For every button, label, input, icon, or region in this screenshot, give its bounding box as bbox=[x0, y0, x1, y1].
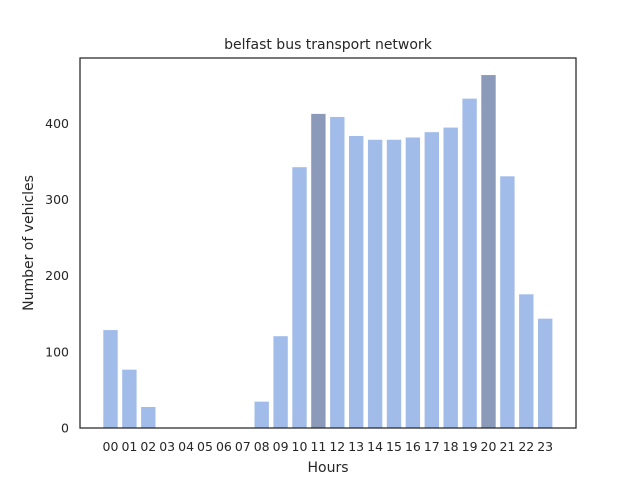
x-tick-label: 15 bbox=[386, 439, 402, 454]
y-tick-label: 100 bbox=[45, 344, 69, 359]
bar-hour-10 bbox=[291, 166, 308, 429]
bar-hour-11 bbox=[310, 113, 327, 429]
bars-layer bbox=[102, 74, 554, 429]
bar-hour-15 bbox=[386, 139, 402, 429]
x-tick-label: 20 bbox=[481, 439, 497, 454]
x-tick-label: 08 bbox=[254, 439, 270, 454]
bar-hour-09 bbox=[272, 335, 289, 429]
bar-hour-22 bbox=[518, 293, 535, 429]
x-tick-label: 17 bbox=[424, 439, 440, 454]
x-tick-label: 07 bbox=[235, 439, 251, 454]
bar-hour-16 bbox=[405, 136, 421, 429]
y-tick-label: 200 bbox=[45, 268, 69, 283]
bar-hour-01 bbox=[121, 369, 138, 429]
y-axis-label: Number of vehicles bbox=[21, 175, 37, 311]
bar-hour-19 bbox=[461, 98, 478, 429]
x-axis-ticks: 00 01 02 03 04 05 06 07 08 09 10 11 12 13 14 15 16 17 18 19… bbox=[103, 439, 554, 454]
x-tick-label: 23 bbox=[537, 439, 553, 454]
bar-hour-12 bbox=[329, 116, 346, 429]
bar-hour-17 bbox=[423, 131, 440, 429]
bar-hour-21 bbox=[499, 175, 516, 429]
x-tick-label: 02 bbox=[140, 439, 156, 454]
bar-hour-02 bbox=[140, 406, 157, 429]
y-tick-label: 0 bbox=[61, 421, 69, 436]
x-tick-label: 22 bbox=[518, 439, 534, 454]
x-tick-label: 04 bbox=[178, 439, 194, 454]
x-tick-label: 21 bbox=[499, 439, 515, 454]
bar-hour-18 bbox=[442, 126, 459, 429]
x-tick-label: 11 bbox=[310, 439, 326, 454]
x-tick-label: 03 bbox=[159, 439, 175, 454]
x-tick-label: 01 bbox=[121, 439, 137, 454]
bar-hour-08 bbox=[253, 401, 270, 429]
bar-hour-20 bbox=[480, 74, 497, 429]
x-tick-label: 14 bbox=[367, 439, 383, 454]
x-tick-label: 09 bbox=[273, 439, 289, 454]
x-tick-label: 18 bbox=[443, 439, 459, 454]
x-tick-label: 05 bbox=[197, 439, 213, 454]
bar-hour-23 bbox=[537, 318, 554, 429]
x-tick-label: 10 bbox=[292, 439, 308, 454]
x-tick-label: 06 bbox=[216, 439, 232, 454]
x-tick-label: 12 bbox=[329, 439, 345, 454]
bar-hour-14 bbox=[367, 139, 383, 429]
y-tick-label: 300 bbox=[45, 192, 69, 207]
plot-frame bbox=[79, 57, 577, 429]
x-axis-label: Hours bbox=[307, 460, 348, 476]
y-axis-ticks: 0 100 200 300 400 bbox=[45, 116, 69, 436]
bar-hour-00 bbox=[102, 329, 119, 429]
chart-title: belfast bus transport network bbox=[224, 37, 433, 53]
x-tick-label: 13 bbox=[348, 439, 364, 454]
bar-hour-13 bbox=[348, 135, 365, 429]
x-tick-label: 16 bbox=[405, 439, 421, 454]
x-tick-label: 19 bbox=[462, 439, 478, 454]
x-tick-label: 00 bbox=[103, 439, 119, 454]
y-tick-label: 400 bbox=[45, 116, 69, 131]
